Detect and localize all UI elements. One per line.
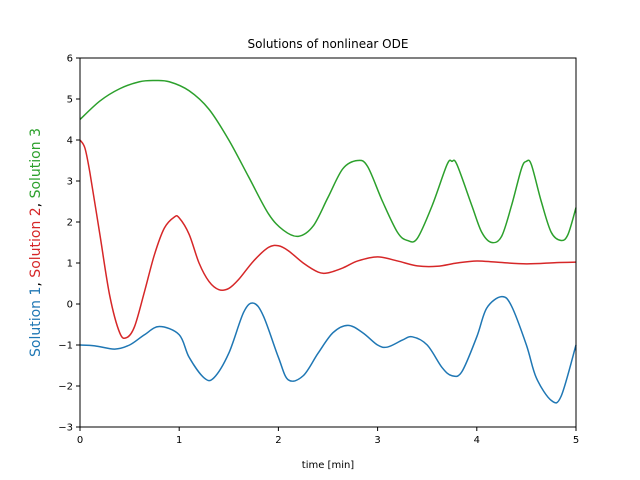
x-tick-label: 1 bbox=[176, 435, 182, 446]
x-axis-ticks: 0 1 2 3 4 5 bbox=[77, 427, 579, 446]
y-axis-label-part: , bbox=[28, 198, 44, 207]
chart-title: Solutions of nonlinear ODE bbox=[248, 37, 409, 51]
y-tick-label: 2 bbox=[67, 218, 73, 229]
y-axis-label-part: Solution 2 bbox=[28, 207, 44, 277]
y-tick-label: 4 bbox=[67, 136, 73, 147]
series-line-3 bbox=[79, 79, 577, 244]
y-axis-label-part: , bbox=[28, 278, 44, 287]
y-tick-label: 0 bbox=[67, 300, 73, 311]
y-tick-label: 3 bbox=[67, 177, 73, 188]
y-axis-label-part: Solution 3 bbox=[28, 128, 44, 198]
series-layer bbox=[79, 79, 577, 404]
y-tick-label: −2 bbox=[58, 382, 73, 393]
y-tick-label: −3 bbox=[58, 423, 73, 434]
y-axis-ticks: −3 −2 −1 0 1 2 3 4 5 6 bbox=[58, 54, 80, 434]
y-tick-label: 6 bbox=[67, 54, 73, 65]
x-tick-label: 3 bbox=[374, 435, 380, 446]
x-axis-label: time [min] bbox=[302, 460, 355, 471]
y-tick-label: −1 bbox=[58, 341, 73, 352]
x-tick-label: 2 bbox=[275, 435, 281, 446]
series-line-2 bbox=[79, 139, 577, 340]
plot-frame bbox=[79, 57, 577, 428]
x-tick-label: 5 bbox=[573, 435, 579, 446]
y-tick-label: 1 bbox=[67, 259, 73, 270]
x-tick-label: 4 bbox=[474, 435, 480, 446]
y-axis-label: Solution 1, Solution 2, Solution 3 bbox=[28, 128, 44, 357]
x-tick-label: 0 bbox=[77, 435, 83, 446]
series-line-1 bbox=[79, 295, 577, 404]
y-tick-label: 5 bbox=[67, 95, 73, 106]
y-axis-label-part: Solution 1 bbox=[28, 287, 44, 357]
